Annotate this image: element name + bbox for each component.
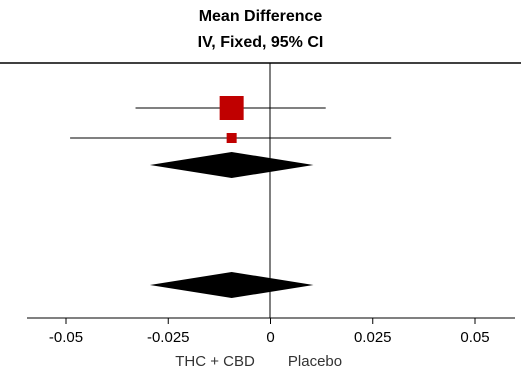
favours-right-label: Placebo	[288, 353, 342, 370]
pooled-diamond	[149, 272, 314, 298]
pooled-diamond	[149, 152, 314, 178]
x-tick-label: 0.025	[354, 329, 392, 346]
x-axis-ticks: -0.05 -0.025 0 0.025 0.05	[49, 318, 490, 346]
chart-subtitle: IV, Fixed, 95% CI	[197, 34, 324, 51]
x-tick-label: -0.05	[49, 329, 83, 346]
chart-title: Mean Difference	[198, 8, 323, 25]
favours-left-label: THC + CBD	[175, 353, 255, 370]
plot-marks	[70, 96, 392, 298]
study-marker	[219, 96, 244, 120]
x-tick-label: 0	[266, 329, 274, 346]
study-marker	[226, 133, 237, 143]
x-tick-label: 0.05	[460, 329, 489, 346]
x-tick-label: -0.025	[147, 329, 190, 346]
